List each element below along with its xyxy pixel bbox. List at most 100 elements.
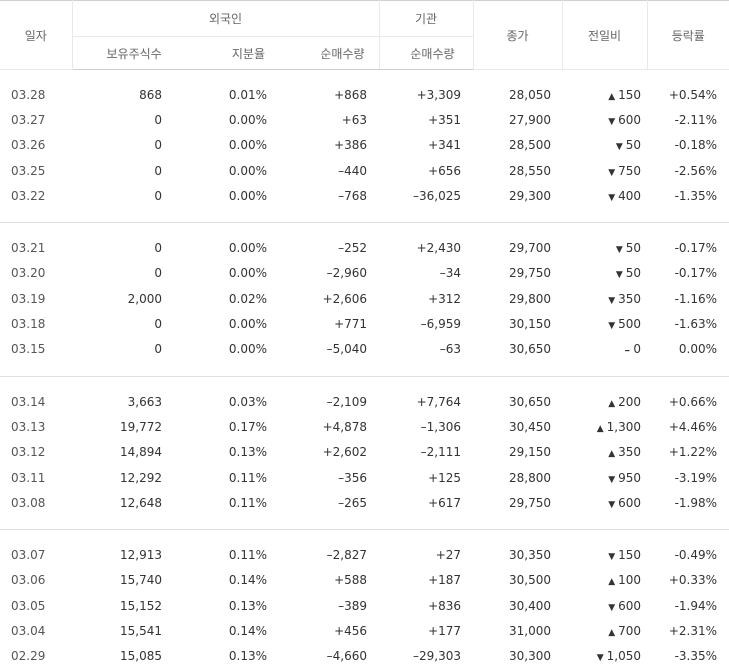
cell-date: 03.08 — [11, 495, 46, 510]
cell-change: ▼ 600 — [562, 490, 647, 515]
cell-rate: -2.11% — [674, 112, 718, 127]
cell-holdings: 12,292 — [120, 470, 162, 485]
cell-close: 29,700 — [509, 241, 552, 256]
header-institution: 기관 — [379, 0, 474, 37]
header-foreign: 외국인 — [72, 0, 380, 37]
cell-foreign-net: –4,660 — [326, 649, 368, 664]
header-foreign-net: 순매수량 — [273, 36, 380, 70]
table-row: 03.28 868 0.01% +868 +3,309 28,050 ▲ 150 +0.54% — [0, 82, 729, 107]
cell-rate: +1.22% — [668, 445, 718, 460]
table-row: 03.18 0 0.00% +771 –6,959 30,150 ▼ 500 -1.63% — [0, 311, 729, 336]
header-ratio: 지분율 — [170, 36, 273, 70]
cell-change: ▲ 150 — [562, 82, 647, 107]
table-row: 03.21 0 0.00% –252 +2,430 29,700 ▼ 50 -0.17% — [0, 235, 729, 260]
flat-dash-icon: ━ — [625, 347, 630, 356]
up-arrow-icon: ▲ — [608, 449, 616, 460]
table-row: 03.13 19,772 0.17% +4,878 –1,306 30,450 ▲ 1,300… — [0, 414, 729, 439]
down-arrow-icon: ▼ — [608, 192, 616, 203]
cell-holdings: 12,913 — [120, 548, 162, 563]
cell-rate: -0.49% — [674, 548, 718, 563]
cell-date: 03.19 — [11, 291, 46, 306]
cell-rate: -3.19% — [674, 470, 718, 485]
cell-holdings: 0 — [154, 266, 162, 281]
cell-rate: -1.16% — [674, 291, 718, 306]
down-arrow-icon: ▼ — [615, 270, 623, 281]
change-value: 750 — [618, 163, 642, 178]
cell-holdings: 15,085 — [120, 649, 162, 664]
cell-foreign-net: +2,602 — [322, 445, 368, 460]
cell-inst-net: +351 — [428, 112, 462, 127]
change-value: 700 — [618, 623, 642, 638]
cell-ratio: 0.14% — [228, 623, 267, 638]
cell-ratio: 0.00% — [228, 241, 267, 256]
cell-date: 03.05 — [11, 598, 46, 613]
cell-foreign-net: +63 — [341, 112, 368, 127]
cell-holdings: 12,648 — [120, 495, 162, 510]
cell-rate: -1.94% — [674, 598, 718, 613]
cell-close: 30,400 — [509, 598, 552, 613]
cell-ratio: 0.13% — [228, 598, 267, 613]
cell-change: ▼ 50 — [562, 235, 647, 260]
table-row: 03.07 12,913 0.11% –2,827 +27 30,350 ▼ 150 -0.49… — [0, 542, 729, 567]
cell-inst-net: –2,111 — [420, 445, 462, 460]
cell-holdings: 19,772 — [120, 419, 162, 434]
cell-foreign-net: +456 — [334, 623, 368, 638]
cell-holdings: 0 — [154, 138, 162, 153]
table-row: 03.05 15,152 0.13% –389 +836 30,400 ▼ 600 -1.94% — [0, 593, 729, 618]
change-value: 100 — [618, 573, 642, 588]
cell-inst-net: +7,764 — [416, 394, 462, 409]
cell-date: 03.07 — [11, 548, 46, 563]
up-arrow-icon: ▲ — [608, 577, 616, 588]
cell-ratio: 0.14% — [228, 573, 267, 588]
cell-inst-net: +187 — [428, 573, 462, 588]
cell-ratio: 0.11% — [228, 495, 267, 510]
change-value: 600 — [618, 112, 642, 127]
table-row: 03.12 14,894 0.13% +2,602 –2,111 29,150 ▲ 350 +1… — [0, 440, 729, 465]
cell-close: 28,550 — [509, 163, 552, 178]
cell-holdings: 15,541 — [120, 623, 162, 638]
cell-close: 30,350 — [509, 548, 552, 563]
cell-holdings: 3,663 — [127, 394, 162, 409]
cell-close: 31,000 — [509, 623, 552, 638]
table-row: 03.11 12,292 0.11% –356 +125 28,800 ▼ 950 -3.19% — [0, 465, 729, 490]
cell-rate: -0.17% — [674, 241, 718, 256]
cell-change: ▼ 950 — [562, 465, 647, 490]
cell-rate: +0.33% — [668, 573, 718, 588]
cell-foreign-net: +771 — [334, 317, 368, 332]
cell-date: 03.28 — [11, 87, 46, 102]
cell-rate: -2.56% — [674, 163, 718, 178]
cell-close: 28,800 — [509, 470, 552, 485]
cell-inst-net: –29,303 — [413, 649, 462, 664]
cell-close: 30,150 — [509, 317, 552, 332]
cell-ratio: 0.00% — [228, 112, 267, 127]
cell-ratio: 0.03% — [228, 394, 267, 409]
header-holdings: 보유주식수 — [72, 36, 170, 70]
cell-foreign-net: –252 — [338, 241, 368, 256]
cell-foreign-net: –2,109 — [326, 394, 368, 409]
cell-rate: +0.66% — [668, 394, 718, 409]
cell-close: 30,500 — [509, 573, 552, 588]
up-arrow-icon: ▲ — [608, 398, 616, 409]
cell-holdings: 0 — [154, 112, 162, 127]
cell-inst-net: –63 — [439, 342, 462, 357]
table-body: 03.28 868 0.01% +868 +3,309 28,050 ▲ 150 +0.54% 0… — [0, 70, 729, 669]
cell-date: 03.12 — [11, 445, 46, 460]
cell-change: ▼ 1,050 — [562, 644, 647, 669]
cell-foreign-net: +4,878 — [322, 419, 368, 434]
change-value: 400 — [618, 188, 642, 203]
cell-change: ▼ 150 — [562, 542, 647, 567]
cell-close: 28,500 — [509, 138, 552, 153]
cell-holdings: 0 — [154, 188, 162, 203]
cell-change: ▲ 100 — [562, 568, 647, 593]
cell-inst-net: +617 — [428, 495, 462, 510]
header-change: 전일비 — [562, 0, 648, 70]
table-row: 03.06 15,740 0.14% +588 +187 30,500 ▲ 100 +0.33% — [0, 568, 729, 593]
cell-holdings: 2,000 — [127, 291, 162, 306]
cell-date: 03.26 — [11, 138, 46, 153]
cell-foreign-net: –2,827 — [326, 548, 368, 563]
change-value: 350 — [618, 445, 642, 460]
change-value: 200 — [618, 394, 642, 409]
cell-inst-net: +125 — [428, 470, 462, 485]
cell-rate: -3.35% — [674, 649, 718, 664]
cell-foreign-net: +386 — [334, 138, 368, 153]
